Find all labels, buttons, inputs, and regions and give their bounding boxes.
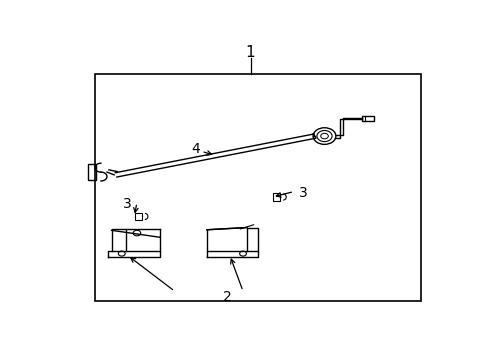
- Text: 3: 3: [123, 197, 132, 211]
- Bar: [273, 193, 280, 201]
- Text: 3: 3: [299, 186, 307, 200]
- Text: 1: 1: [245, 45, 255, 60]
- Bar: [95, 74, 420, 301]
- Bar: [362, 116, 373, 121]
- Text: 4: 4: [191, 141, 200, 156]
- Text: 2: 2: [223, 290, 232, 304]
- Bar: [135, 213, 142, 220]
